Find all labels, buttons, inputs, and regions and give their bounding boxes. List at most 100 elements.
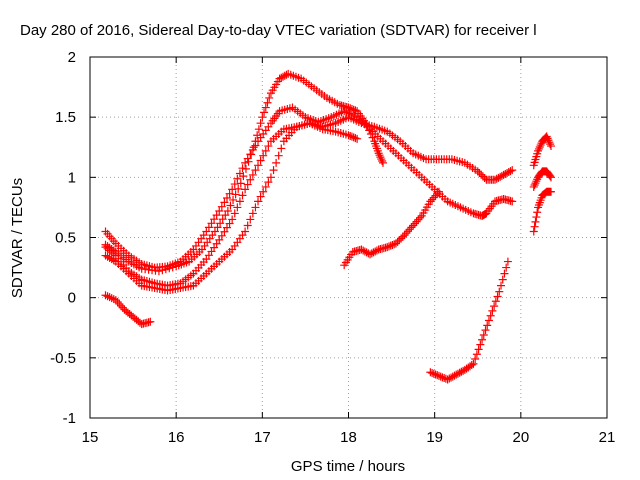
data-point [347, 132, 356, 141]
data-point [254, 197, 263, 206]
data-point [495, 287, 504, 296]
data-point [154, 267, 163, 276]
data-point [386, 241, 395, 250]
data-point [480, 174, 489, 183]
data-point [378, 158, 387, 167]
x-tick-label: 15 [82, 429, 99, 446]
data-point [407, 223, 416, 232]
data-point [235, 197, 244, 206]
data-point [410, 219, 419, 228]
y-axis-label: SDTVAR / TECUs [9, 178, 26, 298]
series-7 [426, 257, 512, 384]
data-point [248, 170, 257, 179]
data-point [376, 153, 385, 162]
data-point [475, 169, 484, 178]
data-point [216, 219, 225, 228]
data-point [259, 187, 268, 196]
data-point [546, 172, 555, 181]
data-point [241, 185, 250, 194]
data-point [243, 154, 252, 163]
data-point [391, 239, 400, 248]
data-point [264, 142, 273, 151]
data-point [393, 237, 402, 246]
data-point [545, 138, 554, 147]
data-point [241, 158, 250, 167]
data-point [529, 182, 538, 191]
data-point [254, 125, 263, 134]
data-point [246, 175, 255, 184]
data-point [369, 248, 378, 257]
data-point [397, 234, 406, 243]
data-point [500, 269, 509, 278]
y-axis: -1 -0.5 0 0.5 1 1.5 2 [50, 49, 607, 427]
data-point [450, 371, 459, 380]
data-point [534, 146, 543, 155]
data-point [431, 191, 440, 200]
y-tick-label: 2 [68, 49, 76, 66]
data-point [226, 201, 235, 210]
data-point [272, 158, 281, 167]
data-point [499, 170, 508, 179]
data-point [346, 104, 355, 113]
data-point [375, 151, 384, 160]
data-point [452, 370, 461, 379]
y-tick-label: -1 [63, 410, 76, 427]
data-point [228, 185, 237, 194]
data-point [261, 182, 270, 191]
data-point [217, 202, 226, 211]
data-point [213, 223, 222, 232]
data-point [479, 330, 488, 339]
data-point [225, 219, 234, 228]
x-tick-label: 19 [426, 429, 443, 446]
data-point [483, 321, 492, 330]
data-point [477, 170, 486, 179]
data-point [246, 215, 255, 224]
y-tick-label: -0.5 [50, 350, 76, 367]
data-point [264, 178, 273, 187]
data-point [546, 140, 555, 149]
data-point [243, 180, 252, 189]
data-point [360, 247, 369, 256]
data-point [533, 208, 542, 217]
data-point [542, 132, 551, 141]
data-point [416, 213, 425, 222]
data-point [502, 263, 511, 272]
data-point [351, 134, 360, 143]
x-tick-label: 20 [512, 429, 529, 446]
chart-title: Day 280 of 2016, Sidereal Day-to-day VTE… [20, 22, 537, 39]
series-2 [101, 103, 517, 272]
data-point [496, 172, 505, 181]
data-point [210, 227, 219, 236]
data-point [248, 145, 257, 154]
data-point [344, 103, 353, 112]
data-point [431, 370, 440, 379]
x-axis: 15 16 17 18 19 20 21 [82, 57, 615, 446]
data-point [447, 373, 456, 382]
series-9 [529, 167, 555, 191]
data-point [402, 229, 411, 238]
data-point [111, 296, 120, 305]
data-point [543, 134, 552, 143]
data-point [448, 372, 457, 381]
data-point [501, 169, 510, 178]
data-point [256, 156, 265, 165]
data-point [506, 167, 515, 176]
data-point [497, 281, 506, 290]
data-point [481, 326, 490, 335]
data-point [231, 190, 240, 199]
data-point [275, 74, 284, 83]
data-point [531, 179, 540, 188]
series-8 [529, 187, 555, 236]
data-point [265, 93, 274, 102]
data-point [377, 155, 386, 164]
data-point [274, 151, 283, 160]
data-point [263, 98, 272, 107]
data-point [478, 335, 487, 344]
data-point [484, 316, 493, 325]
data-point [279, 72, 288, 81]
data-point [429, 369, 438, 378]
data-point [503, 169, 512, 178]
data-point [405, 225, 414, 234]
data-point [436, 372, 445, 381]
data-point [215, 207, 224, 216]
